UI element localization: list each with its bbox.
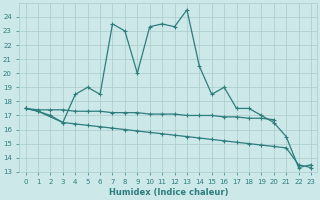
X-axis label: Humidex (Indice chaleur): Humidex (Indice chaleur) xyxy=(108,188,228,197)
